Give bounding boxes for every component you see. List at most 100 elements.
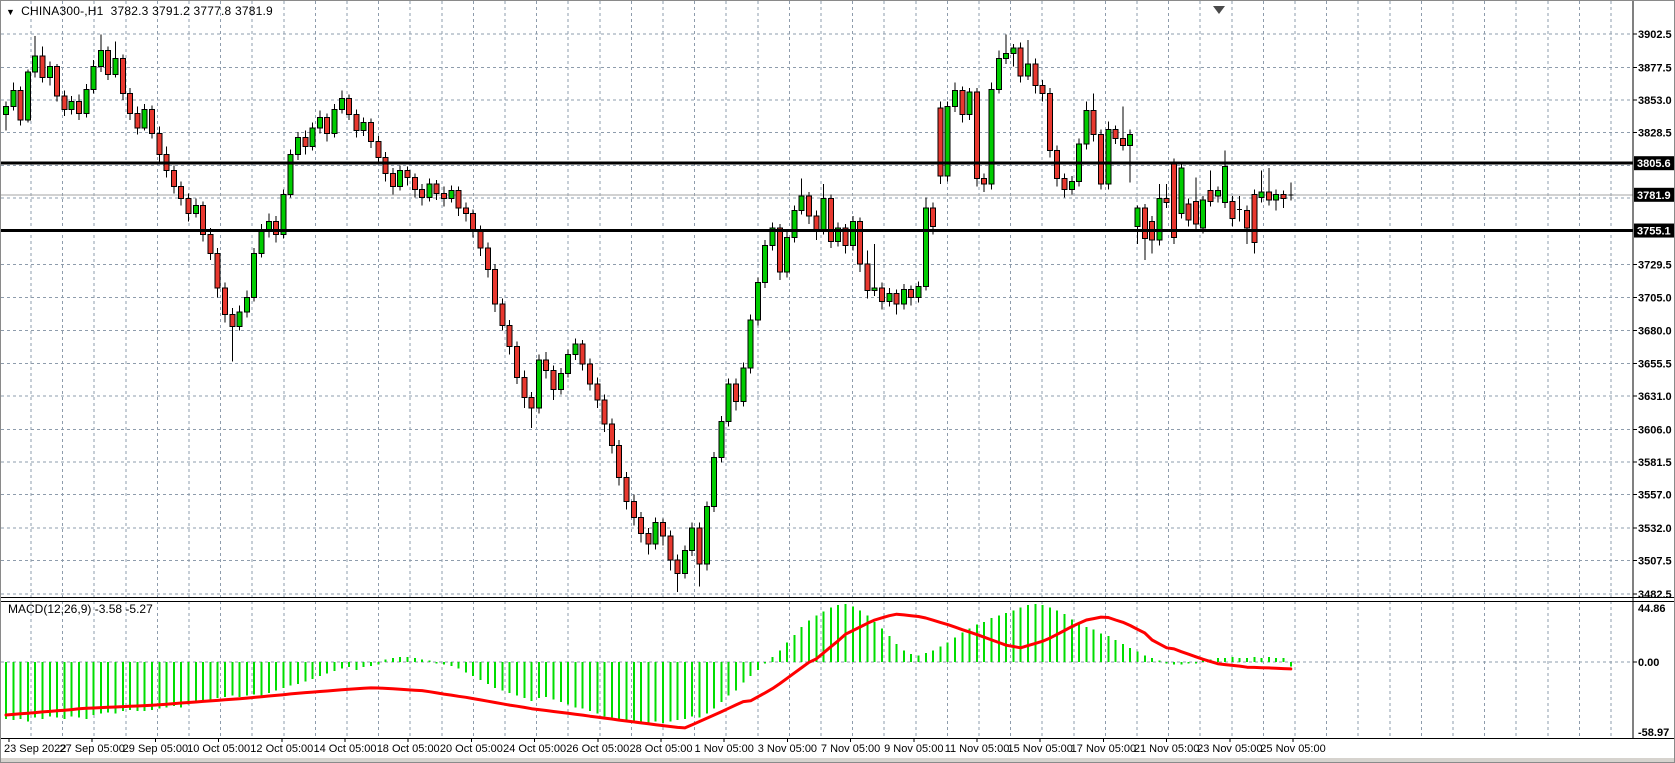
date-tick-label: 28 Oct 05:00 [630,743,693,755]
date-tick-label: 12 Oct 05:00 [250,743,313,755]
candle-bear [806,195,812,217]
candle-bull [769,227,776,246]
candle-bull [944,106,951,177]
candle-bear [879,287,885,302]
candle-bull [280,194,287,236]
candle-bull [112,58,119,76]
candle-bear [200,204,207,236]
candle-bull [331,108,338,134]
candle-bull [711,456,718,508]
candle-bear [1185,203,1192,221]
candle-bull [1200,199,1207,229]
candle-bear [645,532,652,545]
price-axis[interactable]: 3902.5 3877.5 3853.0 3828.5 3729.5 3705.0 3680… [1632,1,1675,739]
price-tick-label: 3705.0 [1638,292,1672,304]
date-tick-label: 10 Oct 05:00 [187,743,250,755]
candle-bear [1032,63,1039,86]
candle-bull [762,244,769,284]
candle-bear [959,90,966,116]
candle-bear [484,247,491,270]
candle-bear [1265,191,1272,201]
date-tick-label: 26 Oct 05:00 [566,743,629,755]
candle-bear [54,66,61,97]
candle-bear [222,287,228,316]
ohlc-values: 3782.3 3791.2 3777.8 3781.9 [104,4,273,18]
candle-bull [243,296,250,313]
candle-bear [1061,178,1068,190]
date-tick-label: 3 Nov 05:00 [758,743,817,755]
ohlc-high: 3791.2 [152,4,190,18]
candle-bull [426,183,433,198]
candle-bull [1134,207,1141,228]
candle-bull [90,66,97,90]
candle-bull [747,319,754,369]
candle-bear [981,178,988,185]
candle-bull [681,550,688,574]
candle-bear [17,90,24,121]
candle-bull [1273,194,1280,201]
macd-axis-label: 0.00 [1638,657,1659,669]
candle-bull [83,88,90,114]
price-tick-label: 3532.0 [1638,523,1672,535]
price-tick-label: 3877.5 [1638,62,1672,74]
date-tick-label: 21 Nov 05:00 [1134,743,1199,755]
chart-shift-marker-icon[interactable] [1213,6,1225,14]
candle-bear [667,535,674,561]
candle-bull [966,91,973,116]
candle-bear [616,444,623,478]
candle-bull [32,55,39,73]
candle-bear [1090,110,1097,136]
candle-bear [419,188,426,198]
date-tick-label: 20 Oct 05:00 [440,743,503,755]
candle-bull [1178,167,1185,214]
current-price-label-box [1634,187,1674,202]
candle-bear [1207,190,1214,202]
candle-bull [1127,134,1134,146]
date-tick-label: 1 Nov 05:00 [695,743,754,755]
boxed-price-label: 3781.9 [1637,190,1671,202]
candle-bear [207,234,214,254]
candle-bear [776,227,783,273]
window-chrome-strip [1,758,1674,762]
candle-bull [784,236,791,273]
candle-bull [1156,198,1163,241]
price-tick-label: 3606.0 [1638,424,1672,436]
candle-bear [302,136,309,148]
candle-bull [1025,63,1031,77]
candle-bear [1171,163,1177,238]
price-tick-label: 3902.5 [1638,29,1672,41]
candle-bull [725,383,732,422]
macd-histogram [5,603,1292,725]
candle-bear [827,198,834,242]
candle-bull [915,286,922,298]
candle-bull [995,58,1002,90]
candle-bull [1083,110,1090,145]
date-tick-label: 7 Nov 05:00 [821,743,880,755]
candle-bull [871,287,878,292]
ohlc-open: 3782.3 [110,4,149,18]
date-tick-label: 17 Nov 05:00 [1071,743,1136,755]
candle-bear [368,122,374,142]
candle-bull [1003,52,1010,60]
price-tick-label: 3853.0 [1638,95,1672,107]
candle-bull [900,288,907,305]
date-tick-label: 25 Nov 05:00 [1260,743,1325,755]
candle-bull [886,292,893,302]
candle-bull [1214,190,1221,197]
candle-bear [864,263,871,292]
candle-bear [119,58,126,94]
price-tick-label: 3680.0 [1638,326,1672,338]
candle-bear [696,527,703,565]
date-tick-label: 15 Nov 05:00 [1007,743,1072,755]
price-tick-label: 3557.0 [1638,490,1672,502]
candle-bear [842,227,849,246]
candle-bear [433,183,440,194]
candle-bear [1112,128,1119,140]
date-tick-label: 14 Oct 05:00 [314,743,377,755]
candle-bear [1244,210,1250,229]
date-tick-label: 23 Nov 05:00 [1197,743,1262,755]
indicator-collapse-icon[interactable]: ▼ [6,7,16,17]
candle-bear [1098,134,1104,185]
